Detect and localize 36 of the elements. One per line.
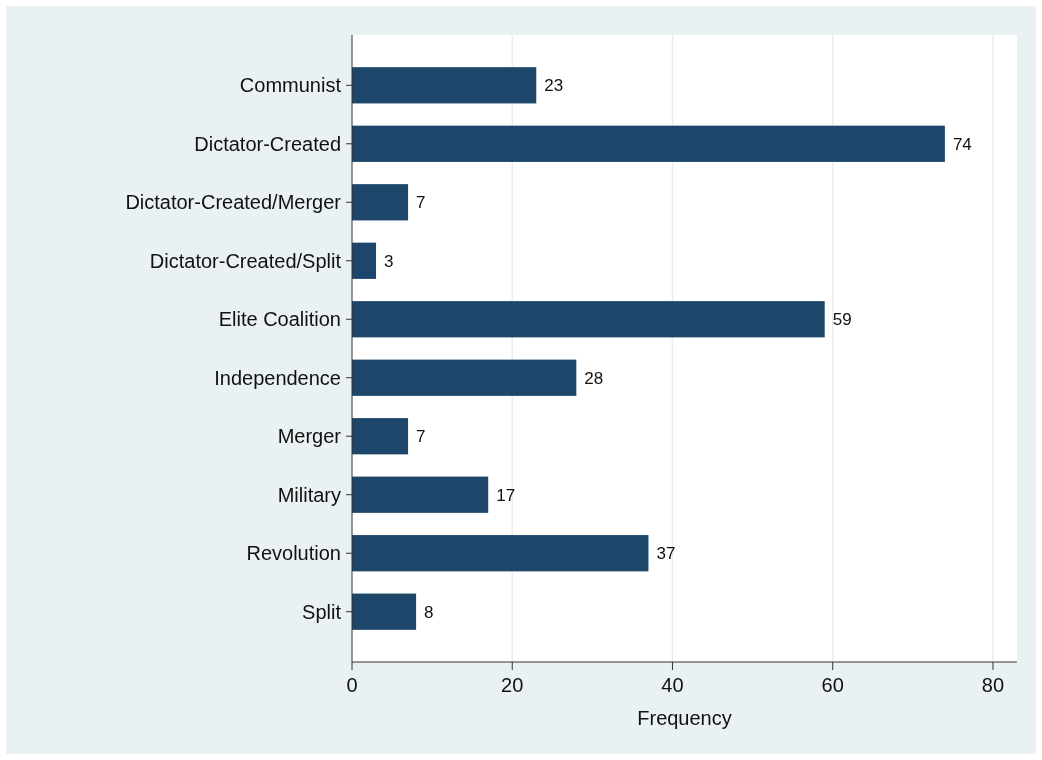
bar xyxy=(352,418,409,455)
y-tick-label: Split xyxy=(302,600,342,623)
bar xyxy=(352,359,577,396)
x-axis-title: Frequency xyxy=(637,707,732,729)
y-tick-label: Dictator-Created/Merger xyxy=(125,191,342,214)
x-tick-label: 40 xyxy=(661,674,684,696)
y-tick-label: Dictator-Created/Split xyxy=(149,249,342,272)
data-label: 37 xyxy=(656,544,676,564)
data-label: 17 xyxy=(496,485,516,505)
y-tick-label: Elite Coalition xyxy=(218,308,341,331)
data-label: 59 xyxy=(832,310,852,330)
y-tick-label: Merger xyxy=(277,425,342,448)
y-tick-label: Communist xyxy=(239,74,342,97)
y-tick-label: Revolution xyxy=(246,542,341,565)
y-tick-label: Dictator-Created xyxy=(194,132,341,155)
bar xyxy=(352,301,825,338)
x-tick-label: 80 xyxy=(981,674,1005,696)
x-tick-label: 60 xyxy=(821,674,844,696)
data-label: 23 xyxy=(544,76,564,96)
bar xyxy=(352,476,489,513)
bar xyxy=(352,67,537,104)
bar xyxy=(352,242,377,279)
data-label: 7 xyxy=(416,427,426,447)
bar xyxy=(352,184,409,221)
data-label: 28 xyxy=(584,368,604,388)
x-tick-label: 20 xyxy=(501,674,524,696)
y-tick-label: Independence xyxy=(214,366,341,389)
y-tick-label: Military xyxy=(277,483,341,506)
bar xyxy=(352,125,945,162)
data-label: 7 xyxy=(416,193,426,213)
x-tick-label: 0 xyxy=(346,674,358,696)
data-label: 74 xyxy=(952,134,972,154)
bar xyxy=(352,593,417,630)
data-label: 8 xyxy=(424,602,434,622)
bar xyxy=(352,535,649,572)
data-label: 3 xyxy=(384,251,394,271)
